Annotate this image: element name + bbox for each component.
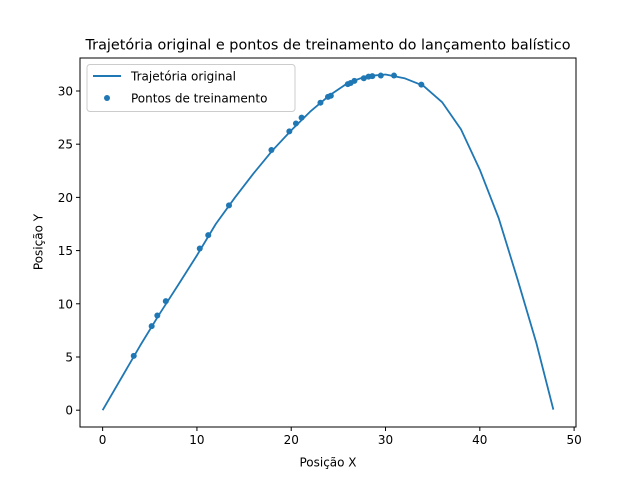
- training-point: [317, 99, 324, 106]
- training-point: [391, 72, 398, 79]
- training-point: [298, 114, 305, 121]
- training-point: [154, 312, 161, 319]
- training-point: [205, 232, 212, 239]
- training-point: [225, 202, 232, 209]
- x-tick-label: 30: [378, 433, 393, 447]
- training-point: [351, 77, 358, 84]
- legend-box: [86, 64, 296, 112]
- training-point: [286, 128, 293, 135]
- y-tick-label: 20: [58, 191, 73, 205]
- training-point: [148, 323, 155, 330]
- y-axis-label: Posição Y: [32, 213, 46, 270]
- x-tick-label: 50: [566, 433, 581, 447]
- y-tick-label: 25: [58, 138, 73, 152]
- training-point: [418, 81, 425, 88]
- legend-label-scatter: Pontos de treinamento: [131, 92, 267, 106]
- chart-title: Trajetória original e pontos de treiname…: [85, 38, 571, 54]
- y-tick-label: 30: [58, 84, 73, 98]
- legend-marker-swatch: [104, 95, 110, 101]
- x-axis-label: Posição X: [299, 456, 356, 470]
- training-point: [130, 352, 137, 359]
- training-point: [268, 147, 275, 154]
- axes-frame: [79, 57, 577, 428]
- legend-label-line: Trajetória original: [130, 70, 236, 84]
- training-point: [162, 298, 169, 305]
- training-point: [196, 245, 203, 252]
- training-point: [292, 120, 299, 127]
- training-point: [377, 72, 384, 79]
- training-point: [369, 73, 376, 80]
- plot-area: [79, 57, 577, 428]
- training-point: [360, 75, 367, 82]
- training-point: [327, 92, 334, 99]
- y-tick-label: 5: [65, 350, 73, 364]
- y-axis-ticks: 0 5 10 15 20 25 30: [58, 84, 80, 418]
- legend: Trajetória original Pontos de treinament…: [86, 64, 296, 112]
- y-tick-label: 0: [65, 404, 73, 418]
- x-tick-label: 20: [284, 433, 299, 447]
- x-tick-label: 0: [99, 433, 107, 447]
- x-tick-label: 40: [472, 433, 487, 447]
- y-tick-label: 10: [58, 297, 73, 311]
- x-tick-label: 10: [189, 433, 204, 447]
- x-axis-ticks: 0 10 20 30 40 50: [99, 427, 582, 447]
- y-tick-label: 15: [58, 244, 73, 258]
